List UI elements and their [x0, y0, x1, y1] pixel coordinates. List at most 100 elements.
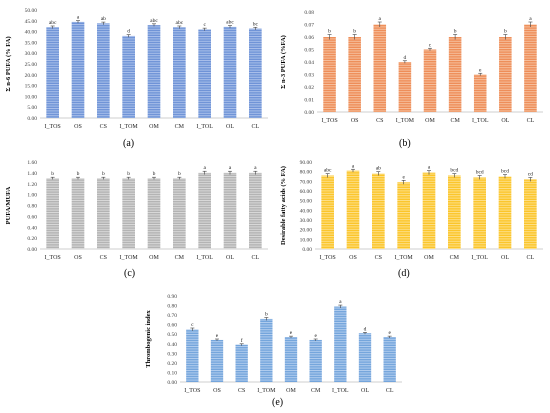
- y-tick-label: 0.00: [304, 110, 314, 116]
- category-label-om: OM: [149, 255, 159, 261]
- category-label-cm: CM: [450, 255, 460, 261]
- y-tick-label: 0.03: [304, 73, 314, 79]
- category-label-ol: OL: [361, 388, 369, 394]
- sig-letter-i-tom: e: [402, 174, 405, 180]
- y-tick-label: 0.04: [304, 60, 314, 66]
- y-axis-label: Σ n-6 PUFA (% FA): [5, 36, 12, 91]
- sig-letter-cm: b: [454, 29, 457, 35]
- y-tick-label: 0.70: [167, 313, 177, 319]
- sig-letter-i-tol: a: [203, 165, 206, 171]
- bar-cs: [235, 344, 248, 382]
- sig-letter-i-tos: b: [51, 171, 54, 177]
- bar-ol: [223, 26, 237, 118]
- sig-letter-cl: bc: [253, 21, 259, 27]
- category-label-cl: CL: [527, 118, 535, 124]
- y-tick-label: 0.40: [167, 342, 177, 348]
- sig-letter-cm: e: [314, 333, 317, 339]
- y-tick-label: 50.00: [300, 199, 313, 205]
- sig-letter-i-tol: bcd: [476, 170, 484, 176]
- y-tick-label: 1.40: [27, 171, 37, 177]
- y-tick-label: 5.00: [27, 105, 37, 111]
- y-tick-label: 15.00: [25, 84, 38, 90]
- category-label-i-tol: I_TOL: [332, 388, 349, 394]
- bar-cm: [448, 175, 461, 249]
- bar-i-tos: [321, 175, 334, 249]
- category-label-om: OM: [425, 118, 435, 124]
- bar-i-tom: [260, 318, 273, 382]
- y-tick-label: 0.07: [304, 23, 314, 29]
- y-tick-label: 0.20: [27, 236, 37, 242]
- bar-ol: [499, 37, 512, 112]
- bar-i-tol: [334, 306, 347, 382]
- category-label-os: OS: [74, 255, 82, 261]
- bar-om: [284, 337, 298, 382]
- sig-letter-i-tol: a: [339, 299, 342, 305]
- category-label-i-tos: I_TOS: [321, 118, 337, 124]
- bar-cs: [97, 178, 110, 249]
- category-label-ol: OL: [501, 118, 509, 124]
- category-label-i-tos: I_TOS: [45, 255, 61, 261]
- category-label-i-tom: I_TOM: [396, 118, 415, 124]
- bar-om: [423, 49, 437, 112]
- bar-i-tom: [122, 35, 135, 118]
- bar-cs: [373, 24, 387, 112]
- y-tick-label: 0.60: [27, 214, 37, 220]
- sig-letter-cs: a: [379, 16, 382, 22]
- bar-i-tol: [198, 172, 211, 249]
- chart-panel-b: 0.00 0.01 0.02 0.03 0.04 0.05 0.06 0.07 0.08 Σ n-…: [275, 0, 550, 150]
- y-tick-label: 0.06: [304, 35, 314, 41]
- bar-om: [422, 172, 436, 249]
- y-tick-label: 10.00: [300, 237, 313, 243]
- y-tick-label: 0.50: [167, 332, 177, 338]
- sig-letter-om: abc: [150, 18, 158, 24]
- bar-i-tos: [186, 329, 199, 382]
- bar-om: [147, 25, 161, 118]
- chart-d-svg: 0.00 10.00 20.00 30.00 40.00 50.00 60.00 70.00 8…: [280, 160, 543, 261]
- sig-letter-cl: cd: [528, 171, 533, 177]
- sig-letter-cl: a: [529, 16, 532, 22]
- sig-letter-cs: ab: [101, 16, 106, 22]
- bar-cm: [173, 27, 186, 119]
- category-label-cm: CM: [450, 118, 460, 124]
- y-tick-label: 0.08: [304, 10, 314, 16]
- sig-letter-ol: a: [229, 165, 232, 171]
- sig-letter-om: c: [429, 42, 432, 48]
- y-tick-label: 90.00: [300, 160, 313, 166]
- sig-letter-i-tom: b: [127, 171, 130, 177]
- category-label-om: OM: [424, 255, 434, 261]
- panel-label-c: (c): [124, 268, 136, 279]
- chart-panel-e: 0.00 0.10 0.20 0.30 0.40 0.50 0.60 0.70 0.80 0.90…: [140, 286, 410, 413]
- category-label-cs: CS: [100, 255, 107, 261]
- category-label-i-tos: I_TOS: [184, 388, 200, 394]
- sig-letter-i-tos: abc: [49, 20, 57, 26]
- chart-a-svg: 0.00 5.00 10.00 15.00 20.00 25.00 30.00 35.00 40…: [5, 8, 268, 130]
- bar-i-tol: [473, 177, 486, 249]
- y-tick-label: 30.00: [300, 218, 313, 224]
- y-tick-label: 0.90: [167, 294, 177, 300]
- y-tick-label: 0.05: [304, 48, 314, 54]
- bar-cm: [448, 37, 462, 112]
- bar-cl: [383, 337, 396, 382]
- category-label-i-tos: I_TOS: [45, 124, 61, 130]
- bar-i-tom: [398, 62, 412, 112]
- chart-b-svg: 0.00 0.01 0.02 0.03 0.04 0.05 0.06 0.07 0.08 Σ n-…: [280, 10, 543, 124]
- bar-i-tol: [473, 74, 487, 112]
- sig-letter-ol: b: [504, 29, 507, 35]
- sig-letter-os: e: [216, 333, 219, 339]
- y-tick-label: 45.00: [25, 19, 38, 25]
- chart-e-svg: 0.00 0.10 0.20 0.30 0.40 0.50 0.60 0.70 0.80 0.90…: [145, 294, 402, 394]
- bar-os: [346, 170, 360, 249]
- sig-letter-cs: ab: [376, 166, 381, 172]
- y-tick-label: 0.30: [167, 351, 177, 357]
- y-tick-label: 0.00: [302, 247, 312, 253]
- y-tick-label: 25.00: [25, 62, 38, 68]
- y-axis-label: PUFA/MUFA: [5, 186, 12, 224]
- category-label-os: OS: [74, 124, 82, 130]
- y-tick-label: 0.20: [167, 361, 177, 367]
- sig-letter-os: a: [77, 15, 80, 21]
- panel-label-a: (a): [123, 138, 135, 149]
- y-tick-label: 0.80: [27, 204, 37, 210]
- bar-os: [348, 37, 361, 112]
- sig-letter-i-tos: b: [328, 29, 331, 35]
- y-tick-label: 60.00: [300, 189, 313, 195]
